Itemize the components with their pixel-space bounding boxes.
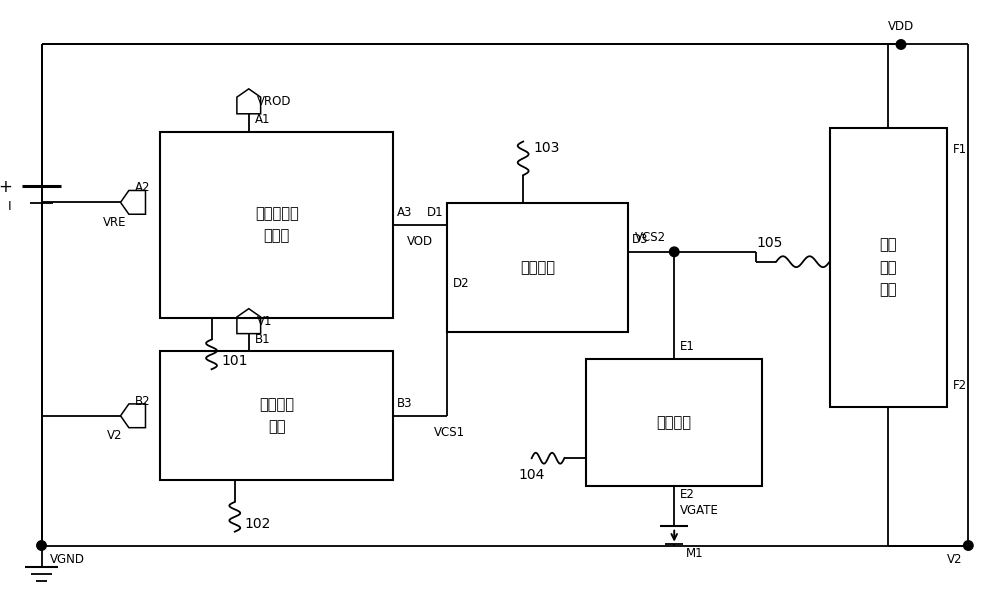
Text: VRE: VRE xyxy=(103,216,126,229)
Text: V2: V2 xyxy=(107,429,122,442)
Text: VOD: VOD xyxy=(407,235,433,248)
Text: 驱动电路: 驱动电路 xyxy=(657,415,692,430)
Text: 102: 102 xyxy=(245,517,271,531)
Text: VCS2: VCS2 xyxy=(635,231,667,244)
Circle shape xyxy=(896,40,906,49)
Text: E1: E1 xyxy=(680,340,695,353)
Text: VGND: VGND xyxy=(49,553,84,566)
Text: 104: 104 xyxy=(518,468,545,482)
Text: VROD: VROD xyxy=(257,96,291,109)
Text: E2: E2 xyxy=(680,487,695,500)
Circle shape xyxy=(37,541,46,550)
Text: +: + xyxy=(0,178,12,195)
Text: A3: A3 xyxy=(397,206,412,219)
Bar xyxy=(830,127,947,407)
Text: VDD: VDD xyxy=(888,19,914,32)
Text: B1: B1 xyxy=(255,333,270,346)
Text: B3: B3 xyxy=(397,397,412,410)
Text: 逻辑电路: 逻辑电路 xyxy=(520,260,555,275)
Text: VGATE: VGATE xyxy=(680,504,719,517)
Text: V2: V2 xyxy=(947,553,962,566)
Text: 101: 101 xyxy=(221,355,248,368)
Bar xyxy=(160,132,393,318)
Text: 过放电压检
测电路: 过放电压检 测电路 xyxy=(255,206,299,243)
Text: I: I xyxy=(8,200,12,213)
Text: 103: 103 xyxy=(533,142,559,155)
Text: F1: F1 xyxy=(952,143,967,156)
Text: D3: D3 xyxy=(632,233,648,246)
Text: A1: A1 xyxy=(255,113,270,126)
Text: A2: A2 xyxy=(135,182,150,195)
Text: 状态
切换
电路: 状态 切换 电路 xyxy=(879,238,897,297)
Bar xyxy=(160,352,393,480)
Text: F2: F2 xyxy=(952,379,967,392)
Text: 105: 105 xyxy=(756,236,783,250)
Text: D1: D1 xyxy=(427,206,444,219)
Bar xyxy=(586,359,762,486)
Text: M1: M1 xyxy=(686,547,704,560)
Circle shape xyxy=(669,247,679,257)
Text: VCS1: VCS1 xyxy=(434,426,466,439)
Circle shape xyxy=(964,541,973,550)
Text: V1: V1 xyxy=(257,315,272,328)
Text: D2: D2 xyxy=(452,277,469,290)
Bar xyxy=(447,203,628,332)
Text: B2: B2 xyxy=(135,395,150,408)
Text: 充电检测
电路: 充电检测 电路 xyxy=(259,397,294,434)
